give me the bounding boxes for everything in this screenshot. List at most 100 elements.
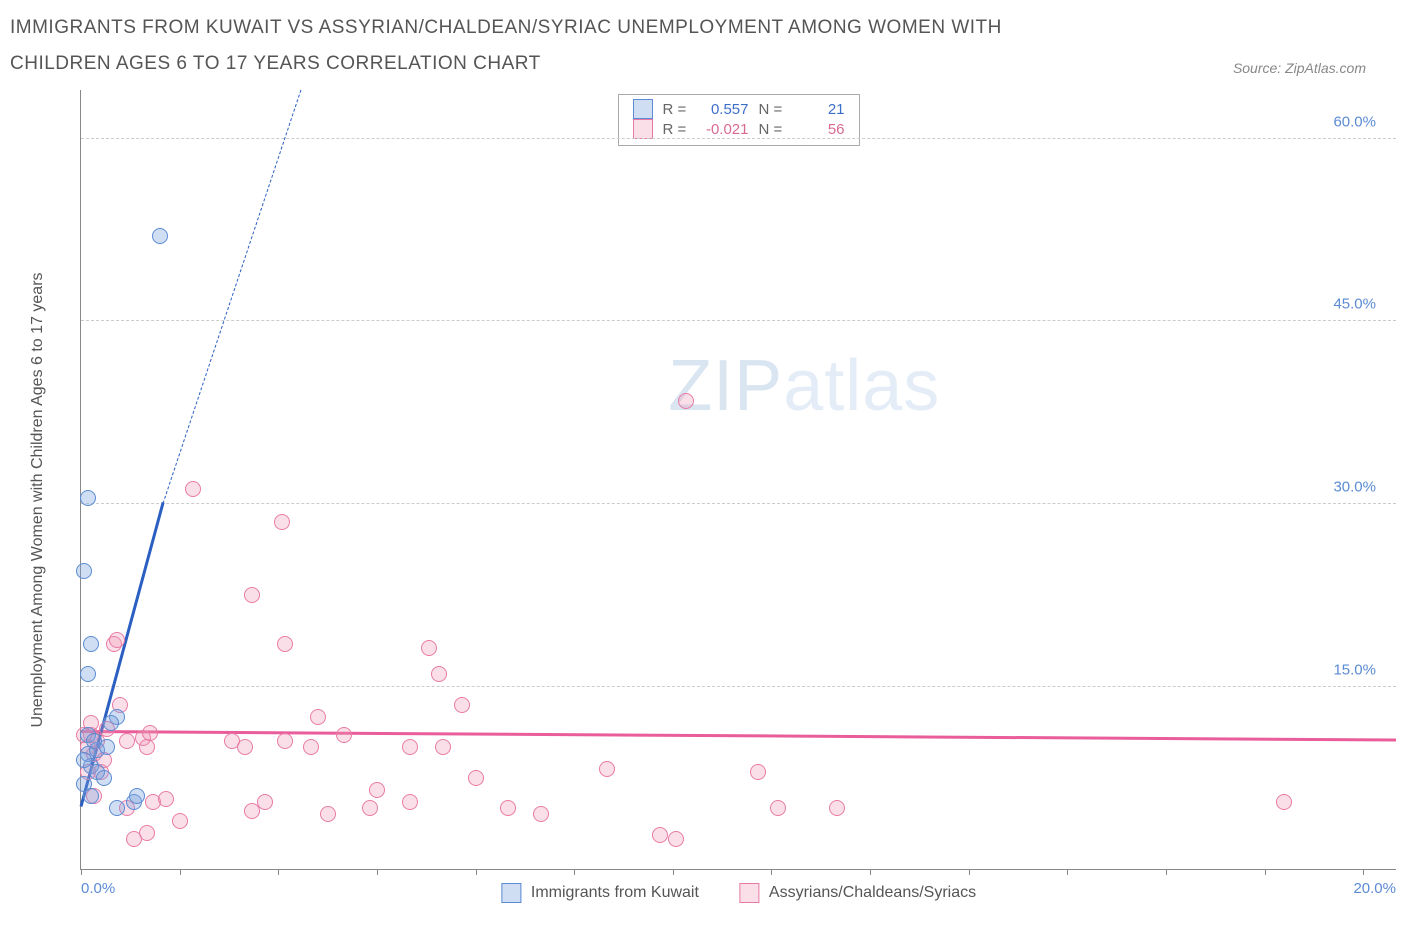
marker-series-b: [750, 764, 766, 780]
plot-region: ZIPatlas R = 0.557 N = 21 R = -0.021 N =…: [80, 90, 1396, 870]
r-value-b: -0.021: [701, 121, 749, 138]
chart-title: IMMIGRANTS FROM KUWAIT VS ASSYRIAN/CHALD…: [10, 10, 1060, 82]
watermark-zip: ZIP: [668, 346, 783, 426]
marker-series-b: [172, 813, 188, 829]
marker-series-b: [303, 739, 319, 755]
marker-series-b: [668, 831, 684, 847]
marker-series-a: [80, 490, 96, 506]
marker-series-b: [599, 761, 615, 777]
chart-area: Unemployment Among Women with Children A…: [10, 90, 1396, 910]
legend-item-a: Immigrants from Kuwait: [501, 883, 699, 903]
marker-series-b: [770, 800, 786, 816]
marker-series-a: [76, 752, 92, 768]
marker-series-b: [829, 800, 845, 816]
marker-series-a: [109, 800, 125, 816]
marker-series-a: [80, 666, 96, 682]
x-tick: [81, 869, 82, 875]
gridline: [81, 686, 1396, 687]
legend-label-b: Assyrians/Chaldeans/Syriacs: [769, 884, 976, 902]
watermark-atlas: atlas: [783, 346, 940, 426]
marker-series-b: [678, 393, 694, 409]
swatch-series-a: [501, 883, 521, 903]
y-tick-label: 60.0%: [1333, 113, 1376, 130]
marker-series-b: [369, 782, 385, 798]
x-tick: [476, 869, 477, 875]
marker-series-b: [257, 794, 273, 810]
marker-series-b: [244, 587, 260, 603]
marker-series-a: [83, 636, 99, 652]
x-tick: [1265, 869, 1266, 875]
marker-series-b: [109, 632, 125, 648]
marker-series-b: [468, 770, 484, 786]
marker-series-b: [119, 733, 135, 749]
marker-series-b: [402, 739, 418, 755]
x-tick-label: 20.0%: [1353, 880, 1396, 897]
x-tick: [969, 869, 970, 875]
legend-item-b: Assyrians/Chaldeans/Syriacs: [739, 883, 976, 903]
x-tick: [870, 869, 871, 875]
marker-series-b: [500, 800, 516, 816]
swatch-series-b: [739, 883, 759, 903]
marker-series-a: [76, 563, 92, 579]
marker-series-b: [139, 825, 155, 841]
marker-series-b: [533, 806, 549, 822]
n-value-b: 56: [797, 121, 845, 138]
watermark: ZIPatlas: [668, 345, 940, 427]
marker-series-b: [185, 481, 201, 497]
marker-series-b: [139, 739, 155, 755]
marker-series-b: [402, 794, 418, 810]
y-axis-label: Unemployment Among Women with Children A…: [29, 273, 47, 728]
x-tick-label: 0.0%: [81, 880, 115, 897]
source-attribution: Source: ZipAtlas.com: [1233, 60, 1396, 82]
n-value-a: 21: [797, 101, 845, 118]
marker-series-b: [1276, 794, 1292, 810]
marker-series-a: [83, 788, 99, 804]
marker-series-a: [86, 733, 102, 749]
swatch-series-b: [633, 119, 653, 139]
x-tick: [673, 869, 674, 875]
gridline: [81, 138, 1396, 139]
marker-series-b: [320, 806, 336, 822]
x-tick: [574, 869, 575, 875]
marker-series-a: [129, 788, 145, 804]
x-tick: [377, 869, 378, 875]
y-tick-label: 30.0%: [1333, 479, 1376, 496]
marker-series-b: [310, 709, 326, 725]
marker-series-a: [152, 228, 168, 244]
stats-row-a: R = 0.557 N = 21: [633, 99, 845, 119]
x-tick: [180, 869, 181, 875]
r-label: R =: [663, 121, 691, 138]
marker-series-b: [277, 636, 293, 652]
header: IMMIGRANTS FROM KUWAIT VS ASSYRIAN/CHALD…: [10, 10, 1396, 82]
swatch-series-a: [633, 99, 653, 119]
legend-label-a: Immigrants from Kuwait: [531, 884, 699, 902]
marker-series-b: [435, 739, 451, 755]
x-tick: [1166, 869, 1167, 875]
n-label: N =: [759, 101, 787, 118]
marker-series-b: [158, 791, 174, 807]
x-tick: [278, 869, 279, 875]
stats-row-b: R = -0.021 N = 56: [633, 119, 845, 139]
marker-series-b: [454, 697, 470, 713]
marker-series-b: [277, 733, 293, 749]
y-tick-label: 45.0%: [1333, 296, 1376, 313]
marker-series-a: [96, 770, 112, 786]
marker-series-b: [142, 725, 158, 741]
marker-series-b: [336, 727, 352, 743]
x-tick: [1067, 869, 1068, 875]
trend-line: [163, 90, 302, 504]
marker-series-b: [431, 666, 447, 682]
marker-series-a: [103, 715, 119, 731]
bottom-legend: Immigrants from Kuwait Assyrians/Chaldea…: [501, 883, 976, 903]
n-label: N =: [759, 121, 787, 138]
marker-series-b: [237, 739, 253, 755]
marker-series-b: [652, 827, 668, 843]
marker-series-b: [274, 514, 290, 530]
r-label: R =: [663, 101, 691, 118]
x-tick: [771, 869, 772, 875]
marker-series-b: [421, 640, 437, 656]
gridline: [81, 503, 1396, 504]
marker-series-b: [362, 800, 378, 816]
x-tick: [1363, 869, 1364, 875]
r-value-a: 0.557: [701, 101, 749, 118]
